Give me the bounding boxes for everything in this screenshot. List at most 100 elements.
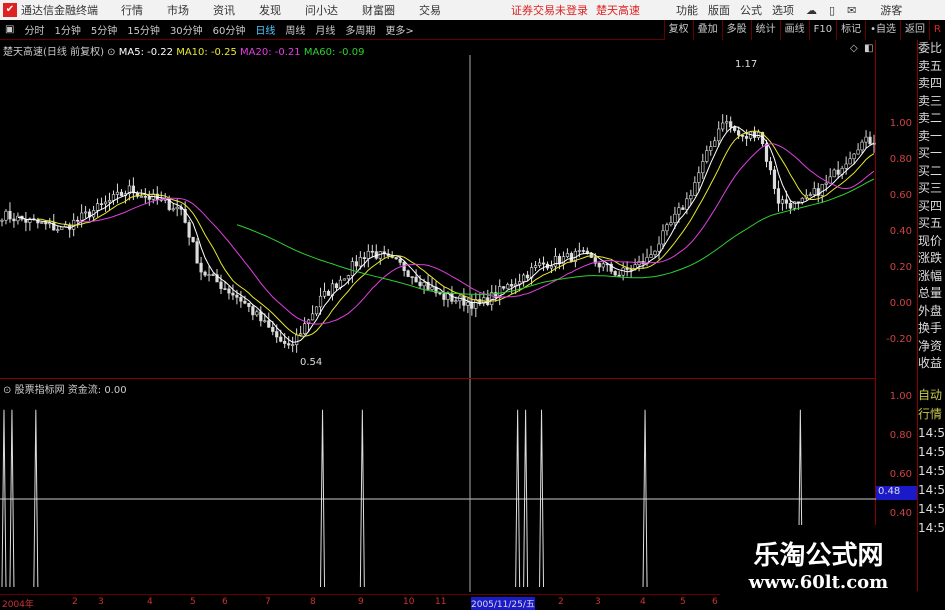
side-item[interactable]: 14:50 [918, 445, 945, 459]
menu-discover[interactable]: 发现 [259, 4, 281, 17]
date-tick: 4 [640, 597, 646, 607]
side-item[interactable]: 14:50 [918, 502, 945, 516]
side-item[interactable]: 收益 [918, 356, 943, 370]
period-1min[interactable]: 1分钟 [54, 26, 81, 37]
period-15min[interactable]: 15分钟 [127, 26, 160, 37]
menu-trade[interactable]: 交易 [419, 4, 441, 17]
period-intraday[interactable]: 分时 [24, 26, 45, 37]
menu-layout[interactable]: 版面 [708, 4, 730, 17]
menu-wealth[interactable]: 财富圈 [362, 4, 395, 17]
side-item[interactable]: 现价 [918, 233, 943, 248]
candle [60, 226, 64, 230]
period-30min[interactable]: 30分钟 [169, 26, 203, 37]
candle [533, 265, 538, 268]
candle [259, 311, 263, 322]
side-item[interactable]: 买一 [918, 146, 943, 160]
side-item[interactable]: 外盘 [918, 303, 943, 318]
side-item[interactable]: 买四 [918, 198, 943, 213]
side-item[interactable]: 14:50 [918, 426, 945, 440]
phone-icon[interactable]: ▯ [829, 3, 836, 17]
candle [131, 185, 135, 194]
side-item[interactable]: 涨幅 [918, 268, 943, 283]
menu-quotes[interactable]: 行情 [121, 4, 143, 17]
multi-stock-button[interactable]: 多股 [721, 20, 751, 40]
panel-toggle-icon[interactable]: ▣ [5, 24, 15, 35]
period-monthly[interactable]: 月线 [315, 26, 336, 37]
side-item[interactable]: 14:50 [918, 521, 945, 535]
settings-icon[interactable]: ⊙ [107, 47, 116, 58]
candle [171, 208, 175, 211]
candle [52, 222, 56, 231]
menu-assistant[interactable]: 问小达 [305, 4, 338, 17]
candle [227, 288, 231, 294]
watchlist-button[interactable]: •自选 [865, 20, 900, 40]
period-60min[interactable]: 60分钟 [212, 26, 246, 37]
side-item[interactable]: 卖四 [918, 76, 943, 90]
side-item[interactable]: 卖三 [918, 93, 943, 108]
panel-icon[interactable]: ◧ [864, 43, 874, 54]
candle [287, 343, 291, 346]
candle [637, 261, 641, 265]
date-tick: 10 [403, 597, 415, 607]
candle [422, 281, 426, 287]
menu-market[interactable]: 市场 [167, 4, 189, 17]
candle [510, 284, 514, 287]
side-item[interactable]: 买五 [918, 216, 943, 230]
candle [334, 283, 339, 289]
candle [581, 250, 585, 252]
menu-formula[interactable]: 公式 [740, 4, 762, 17]
side-item[interactable]: 买三 [918, 181, 943, 195]
candle [418, 281, 422, 287]
candle [713, 140, 717, 147]
candle [303, 323, 307, 334]
user-label[interactable]: 游客 [880, 4, 903, 17]
r-icon[interactable]: R [929, 20, 945, 40]
date-tick: 2005/11/25/五 [471, 597, 535, 610]
cloud-icon[interactable]: ☁ [806, 3, 817, 17]
side-item[interactable]: 净资 [918, 338, 943, 353]
adjust-button[interactable]: 复权 [663, 20, 693, 40]
stats-button[interactable]: 统计 [750, 20, 780, 40]
mark-button[interactable]: 标记 [836, 20, 865, 40]
back-button[interactable]: 返回 [900, 20, 929, 40]
side-item[interactable]: 卖五 [918, 58, 943, 73]
period-daily[interactable]: 日线 [255, 26, 276, 37]
candle [187, 222, 191, 238]
candle [255, 311, 259, 316]
overlay-button[interactable]: 叠加 [692, 20, 722, 40]
period-5min[interactable]: 5分钟 [90, 26, 118, 37]
side-item[interactable]: 自动 [918, 388, 943, 402]
side-item[interactable]: 总量 [918, 286, 943, 300]
candle [103, 201, 108, 205]
candle [450, 293, 454, 302]
message-icon[interactable]: ✉ [847, 3, 857, 17]
side-item[interactable]: 换手 [918, 321, 943, 335]
candle [788, 203, 792, 209]
side-item[interactable]: 卖一 [918, 128, 943, 143]
candle [314, 306, 319, 315]
menu-news[interactable]: 资讯 [213, 4, 235, 17]
stock-name-notice[interactable]: 楚天高速 [596, 4, 640, 17]
candle [737, 130, 741, 136]
candle [211, 274, 215, 276]
date-tick: 2 [72, 597, 78, 607]
side-item[interactable]: 卖二 [918, 111, 943, 125]
period-more[interactable]: 更多> [385, 26, 414, 37]
side-item[interactable]: 14:50 [918, 464, 945, 478]
side-item[interactable]: 涨跌 [918, 251, 943, 265]
settings-icon[interactable]: ⊙ [3, 385, 12, 396]
candle [40, 222, 44, 224]
side-item[interactable]: 14:50 [918, 483, 945, 497]
period-weekly[interactable]: 周线 [285, 26, 306, 37]
diamond-icon[interactable]: ◇ [850, 43, 858, 54]
main-chart[interactable] [0, 40, 876, 378]
side-item[interactable]: 行情 [918, 407, 943, 421]
side-item[interactable]: 买二 [918, 163, 943, 178]
menu-function[interactable]: 功能 [676, 4, 698, 17]
f10-button[interactable]: F10 [808, 20, 836, 40]
login-notice[interactable]: 证券交易未登录 [511, 4, 588, 17]
menu-options[interactable]: 选项 [772, 4, 794, 17]
draw-button[interactable]: 画线 [779, 20, 809, 40]
period-multi[interactable]: 多周期 [345, 26, 376, 37]
side-item[interactable]: 委比 [918, 41, 943, 55]
